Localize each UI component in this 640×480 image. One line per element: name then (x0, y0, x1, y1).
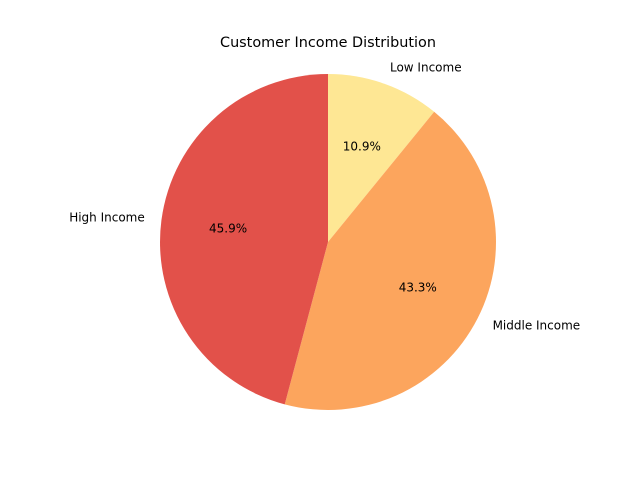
slice-percent-high-income: 45.9% (209, 221, 247, 235)
pie-slices (160, 74, 496, 410)
slice-percent-low-income: 10.9% (343, 140, 381, 154)
pie-slice-middle-income (284, 111, 496, 410)
pie-slice-low-income (328, 74, 435, 242)
pie-slice-high-income (160, 74, 328, 405)
chart-title: Customer Income Distribution (220, 35, 436, 51)
pie-labels: 10.9% Low Income 43.3% Middle Income 45.9% Hi… (69, 60, 580, 332)
slice-label-middle-income: Middle Income (493, 319, 581, 333)
slice-label-high-income: High Income (69, 211, 145, 225)
slice-percent-middle-income: 43.3% (399, 280, 437, 294)
slice-label-low-income: Low Income (390, 60, 462, 74)
